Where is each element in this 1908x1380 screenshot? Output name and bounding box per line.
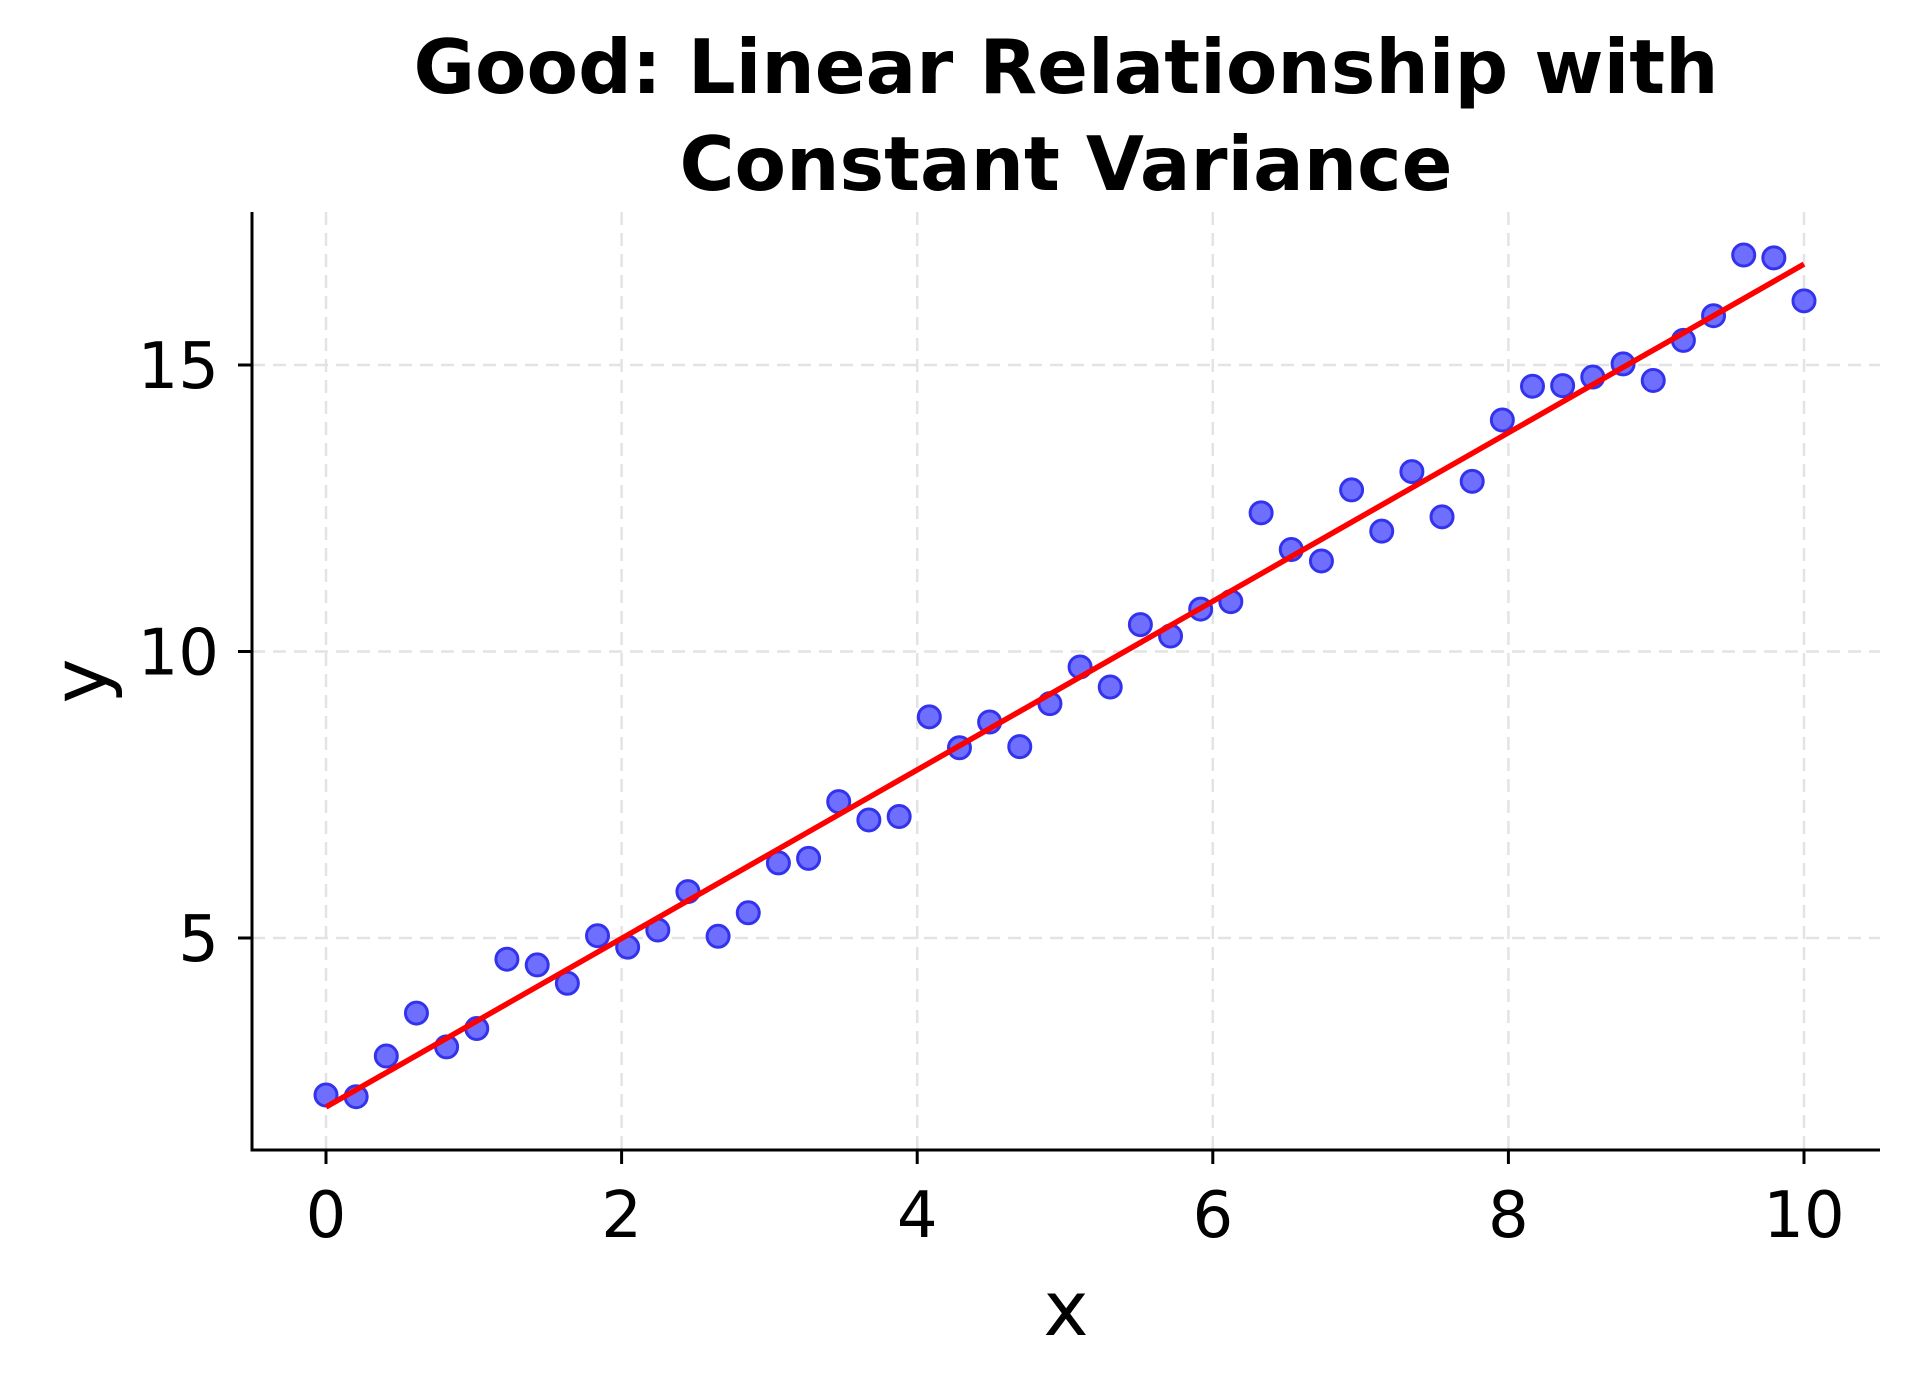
x-tick-label: 6	[1192, 1179, 1233, 1253]
data-point	[1519, 373, 1545, 399]
data-point	[1731, 242, 1757, 268]
regression-line	[324, 261, 1806, 1110]
chart-title: Good: Linear Relationship with Constant …	[413, 23, 1718, 208]
data-point	[373, 1043, 399, 1069]
data-point	[705, 923, 731, 949]
data-point	[585, 923, 611, 949]
data-point	[916, 704, 942, 730]
x-tick-label: 10	[1763, 1179, 1844, 1253]
axes-spines	[250, 212, 1880, 1152]
data-point	[494, 946, 520, 972]
x-tick-label: 0	[306, 1179, 347, 1253]
chart-title-line-1: Good: Linear Relationship with	[413, 23, 1718, 111]
data-point	[1248, 500, 1274, 526]
data-point	[1761, 245, 1787, 271]
data-point	[796, 845, 822, 871]
data-point	[1097, 674, 1123, 700]
data-point	[403, 1000, 429, 1026]
x-tick-label: 8	[1488, 1179, 1529, 1253]
data-point	[1640, 367, 1666, 393]
x-axis-ticks: 0 2 4 6 8 10	[306, 1150, 1845, 1253]
y-tick-label: 15	[138, 330, 219, 404]
data-point	[1308, 548, 1334, 574]
y-tick-label: 5	[178, 903, 219, 977]
data-point	[735, 900, 761, 926]
data-point	[1369, 518, 1395, 544]
data-point	[1791, 288, 1817, 314]
chart-title-line-2: Constant Variance	[680, 120, 1453, 208]
data-point	[1489, 407, 1515, 433]
scatter-points	[313, 242, 1817, 1110]
data-point	[1127, 612, 1153, 638]
data-point	[524, 952, 550, 978]
data-point	[1399, 459, 1425, 485]
x-tick-label: 4	[897, 1179, 938, 1253]
data-point	[1550, 373, 1576, 399]
data-point	[886, 804, 912, 830]
fit-line	[324, 261, 1806, 1110]
data-point	[1007, 734, 1033, 760]
data-point	[1459, 468, 1485, 494]
data-point	[856, 807, 882, 833]
x-axis-label: x	[1044, 1264, 1089, 1353]
y-axis-label: y	[35, 659, 124, 704]
grid	[252, 212, 1880, 1150]
data-point	[1339, 477, 1365, 503]
x-tick-label: 2	[601, 1179, 642, 1253]
y-axis-ticks: 5 10 15	[138, 330, 252, 977]
data-point	[1429, 504, 1455, 530]
y-tick-label: 10	[138, 617, 219, 691]
